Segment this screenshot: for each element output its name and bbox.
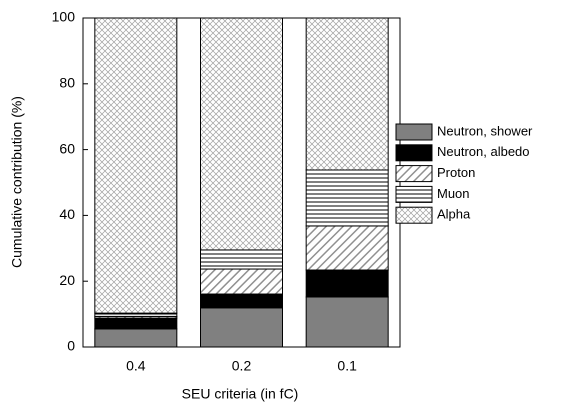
- legend-swatch: [395, 144, 433, 162]
- legend-swatch: [395, 206, 433, 224]
- legend-label: Muon: [437, 186, 470, 201]
- y-tick-label: 100: [52, 9, 76, 25]
- legend-swatch: [395, 123, 433, 141]
- bar-segment: [200, 293, 283, 309]
- bar-segment: [305, 269, 389, 298]
- legend-swatch: [395, 165, 433, 183]
- bar-segment: [200, 307, 283, 348]
- plot-frame: [82, 17, 401, 348]
- legend-label: Proton: [437, 165, 475, 180]
- x-tick-label: 0.2: [232, 358, 252, 374]
- y-tick-label: 20: [59, 272, 75, 288]
- bar-segment: [305, 225, 389, 271]
- y-tick-label: 80: [59, 75, 75, 91]
- y-tick-label: 60: [59, 140, 75, 156]
- bar-segment: [305, 17, 389, 171]
- bar-segment: [200, 268, 283, 295]
- bar-segment: [94, 328, 178, 348]
- bar-segment: [94, 317, 178, 330]
- y-tick-label: 0: [67, 338, 75, 354]
- legend-label: Neutron, shower: [437, 123, 533, 138]
- x-tick-label: 0.1: [337, 358, 357, 374]
- legend-label: Neutron, albedo: [437, 144, 530, 159]
- bar-segment: [94, 17, 178, 314]
- bar-segment: [305, 296, 389, 348]
- x-tick-label: 0.4: [126, 358, 146, 374]
- bar-segment: [305, 169, 389, 227]
- bar-segment: [200, 17, 283, 251]
- legend-label: Alpha: [437, 207, 471, 222]
- y-tick-label: 40: [59, 206, 75, 222]
- bar-segment: [200, 249, 283, 270]
- y-axis-label: Cumulative contribution (%): [9, 96, 25, 268]
- legend-swatch: [395, 185, 433, 203]
- x-axis-label: SEU criteria (in fC): [182, 386, 299, 402]
